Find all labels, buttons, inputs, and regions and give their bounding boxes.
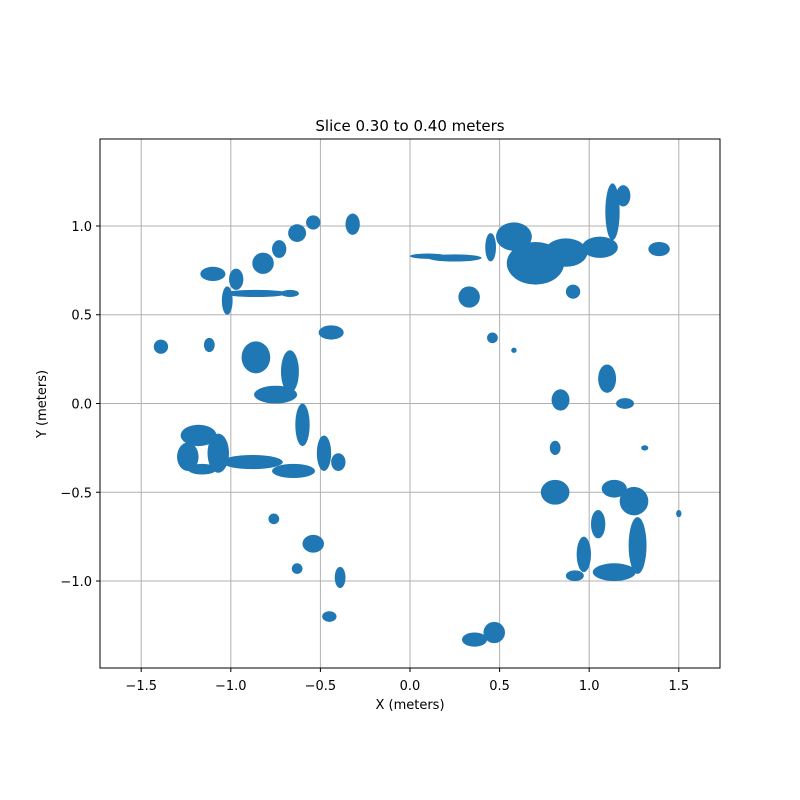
chart-title: Slice 0.30 to 0.40 meters <box>315 117 504 135</box>
point-cluster <box>598 364 617 393</box>
point-cluster <box>241 341 271 374</box>
point-cluster <box>316 435 332 471</box>
y-tick-label: −0.5 <box>60 486 92 501</box>
point-cluster <box>345 213 360 235</box>
x-tick-label: 1.5 <box>668 679 689 694</box>
y-tick-label: 0.0 <box>71 398 92 413</box>
point-cluster <box>551 389 570 411</box>
x-tick-label: 1.0 <box>579 679 600 694</box>
point-cluster <box>221 286 233 315</box>
point-cluster <box>180 424 217 447</box>
point-cluster <box>153 339 169 354</box>
point-cluster <box>177 442 199 471</box>
point-cluster <box>549 440 561 455</box>
y-tick-label: 1.0 <box>71 220 92 235</box>
point-cluster <box>268 513 280 525</box>
point-cluster <box>483 621 505 644</box>
point-cluster <box>252 252 274 274</box>
point-cluster <box>331 453 346 471</box>
point-cluster <box>254 385 298 404</box>
point-cluster <box>322 611 337 622</box>
point-cluster <box>458 286 480 308</box>
x-tick-label: −0.5 <box>305 679 337 694</box>
point-cluster <box>221 454 283 470</box>
point-cluster <box>616 398 634 409</box>
point-cluster <box>619 486 649 516</box>
point-cluster <box>511 347 517 353</box>
point-cluster <box>605 183 620 241</box>
point-cluster <box>280 350 299 393</box>
point-cluster <box>576 536 591 573</box>
point-cluster <box>461 632 488 647</box>
axis-ticks: −1.5 −1.0 −0.5 0.0 0.5 1.0 1.5 −1.0 −0.5 0.0 0.5 1.… <box>60 220 689 694</box>
point-cluster <box>590 510 606 539</box>
x-axis-label: X (meters) <box>375 698 444 713</box>
point-cluster <box>641 445 649 451</box>
point-cluster <box>302 534 324 553</box>
x-tick-label: −1.5 <box>125 679 157 694</box>
point-cluster <box>485 233 497 262</box>
point-cluster <box>229 268 244 290</box>
point-cluster <box>427 254 482 262</box>
point-cluster <box>223 289 289 297</box>
y-tick-label: −1.0 <box>60 575 92 590</box>
x-tick-label: −1.0 <box>215 679 247 694</box>
point-cluster <box>306 215 321 230</box>
point-cluster <box>203 337 215 353</box>
x-tick-label: 0.0 <box>400 679 421 694</box>
point-cluster <box>272 240 287 258</box>
point-cluster <box>291 563 303 574</box>
x-tick-label: 0.5 <box>489 679 510 694</box>
point-cluster <box>616 185 631 207</box>
point-cluster <box>565 570 584 582</box>
point-cluster <box>487 332 498 344</box>
point-cluster <box>628 517 647 574</box>
point-cluster <box>280 289 299 297</box>
point-cluster <box>648 241 670 257</box>
point-cluster <box>318 325 344 340</box>
point-cluster <box>187 463 217 475</box>
point-cluster <box>601 479 627 498</box>
y-tick-label: 0.5 <box>71 309 92 324</box>
point-cluster <box>540 479 570 505</box>
point-cluster <box>592 563 636 582</box>
point-cluster <box>288 224 307 242</box>
point-cluster <box>334 566 346 589</box>
point-cluster <box>544 238 588 267</box>
point-cluster <box>272 463 316 479</box>
y-axis-label: Y (meters) <box>35 370 50 439</box>
point-cluster <box>676 510 682 518</box>
point-cluster <box>582 236 618 258</box>
point-cluster <box>200 266 226 282</box>
point-cluster <box>565 284 581 299</box>
point-clusters <box>153 183 682 647</box>
point-cluster <box>295 403 310 447</box>
point-cluster <box>496 222 532 251</box>
